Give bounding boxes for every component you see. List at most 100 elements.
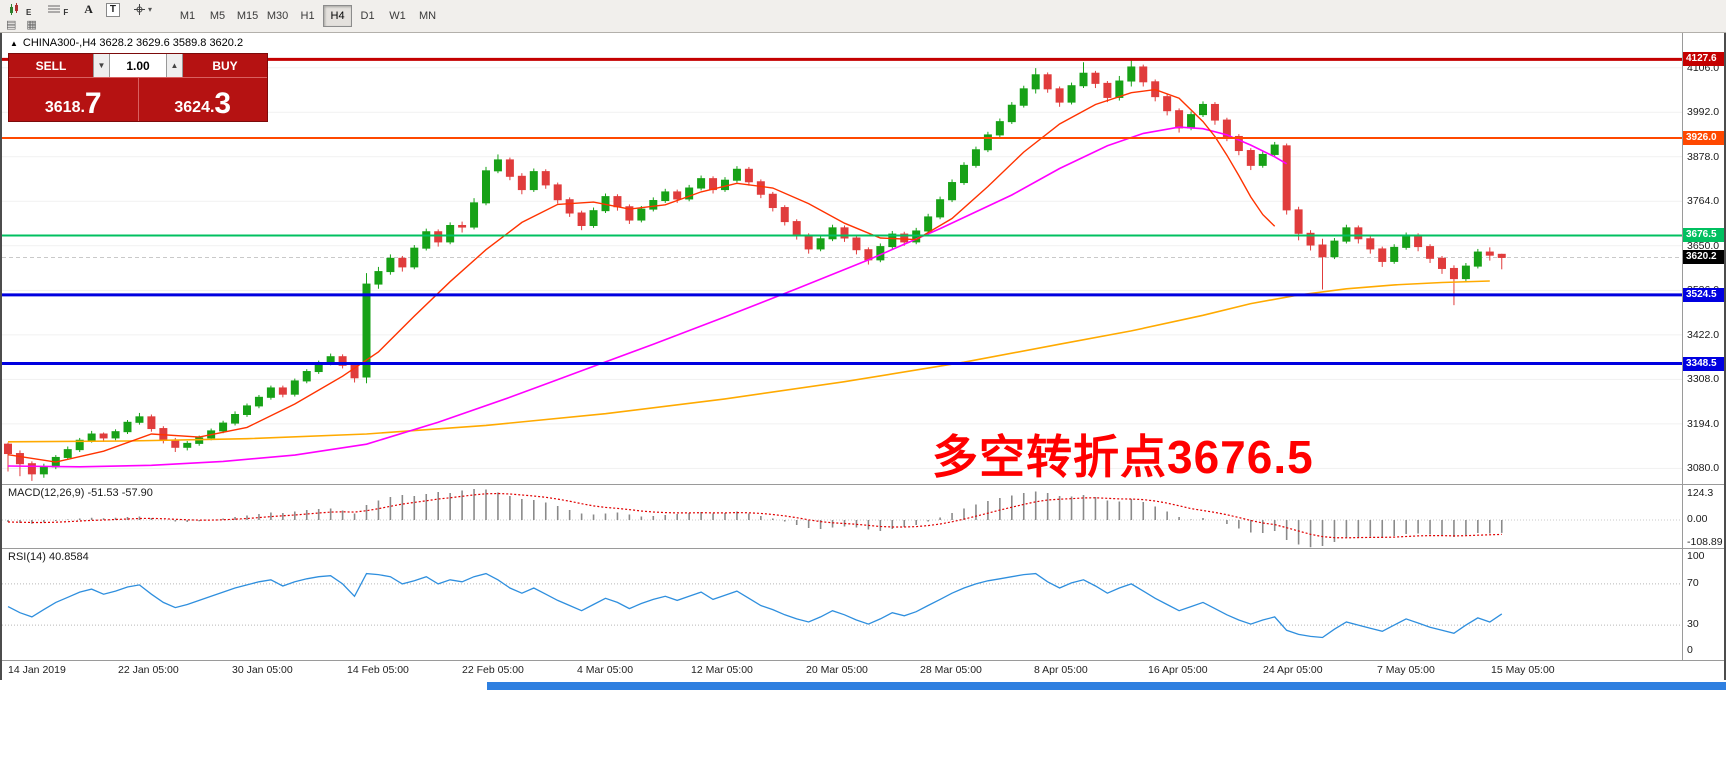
x-axis-label: 22 Jan 05:00	[118, 664, 179, 676]
toolbar-icon-block: E F A T ▾	[0, 0, 159, 32]
price-level-tag: 3620.2	[1683, 250, 1724, 265]
x-axis-label: 4 Mar 05:00	[577, 664, 634, 676]
price-chart[interactable]	[2, 33, 1682, 484]
time-axis[interactable]: 14 Jan 2019 22 Jan 05:00 30 Jan 05:00 14 Fe…	[2, 660, 1724, 680]
symbol-info-bar: ▲ CHINA300-,H4 3628.2 3629.6 3589.8 3620…	[10, 37, 243, 49]
one-click-trading-panel: SELL ▼ ▲ BUY 3618. 7 3624. 3	[8, 53, 268, 122]
x-axis-label: 22 Feb 05:00	[462, 664, 524, 676]
rsi-axis-label: 30	[1687, 618, 1699, 630]
rsi-label: RSI(14) 40.8584	[8, 551, 89, 563]
price-chart-panel: 4106.03992.03878.03764.03650.03536.03422…	[2, 33, 1724, 484]
candlestick-glyph	[10, 3, 18, 15]
macd-chart[interactable]	[2, 485, 1682, 548]
timeframe-button-M1[interactable]: M1	[179, 10, 196, 22]
price-level-tag: 4127.6	[1683, 52, 1724, 67]
price-level-tag: 3676.5	[1683, 228, 1724, 243]
y-axis-tick: 3764.0	[1687, 195, 1720, 208]
macd-label: MACD(12,26,9) -51.53 -57.90	[8, 487, 153, 499]
y-axis-tick: 3194.0	[1687, 417, 1720, 430]
icon-sub-label: F	[63, 8, 69, 17]
x-axis-label: 12 Mar 05:00	[691, 664, 753, 676]
icon-sub-label: E	[26, 8, 32, 17]
x-axis-label: 28 Mar 05:00	[920, 664, 982, 676]
buy-button[interactable]: BUY	[183, 54, 267, 77]
macd-axis-label: -108.89	[1687, 536, 1723, 548]
sell-price-display[interactable]: 3618. 7	[9, 78, 138, 121]
x-axis-label: 14 Jan 2019	[8, 664, 66, 676]
rsi-panel: 100 70 30 0 RSI(14) 40.8584	[2, 548, 1724, 660]
chart-window: 4106.03992.03878.03764.03650.03536.03422…	[0, 33, 1726, 680]
sell-button[interactable]: SELL	[9, 54, 93, 77]
sell-price-main: 3618.	[44, 99, 85, 116]
buy-price-display[interactable]: 3624. 3	[137, 78, 268, 121]
background-window-titlebar[interactable]	[487, 682, 1726, 690]
x-axis-label: 8 Apr 05:00	[1034, 664, 1088, 676]
x-axis-label: 24 Apr 05:00	[1263, 664, 1323, 676]
timeframe-button-M5[interactable]: M5	[209, 10, 226, 22]
macd-axis-label: 0.00	[1687, 513, 1708, 525]
text-box-icon[interactable]: T	[105, 2, 121, 17]
x-axis-label: 15 May 05:00	[1491, 664, 1555, 676]
toolbar: E F A T ▾	[0, 0, 1726, 33]
timeframe-button-M15[interactable]: M15	[236, 10, 259, 22]
y-axis-tick: 3422.0	[1687, 328, 1720, 341]
candles-layer	[4, 59, 1506, 481]
macd-signal-line	[7, 492, 1502, 539]
window-grid-icon[interactable]: ▦	[26, 19, 37, 31]
moving-average-ma-fast[interactable]	[7, 88, 1276, 463]
price-level-tag: 3524.5	[1683, 287, 1724, 302]
timeframe-button-W1[interactable]: W1	[389, 10, 406, 22]
crosshair-glyph	[134, 4, 146, 15]
volume-field-wrap	[110, 54, 166, 77]
timeframe-button-D1[interactable]: D1	[360, 10, 375, 22]
candlestick-chart-icon[interactable]: E	[6, 2, 34, 17]
timeframe-button-MN[interactable]: MN	[418, 10, 437, 22]
macd-axis: 124.3 0.00 -108.89	[1682, 485, 1724, 548]
x-axis-label: 30 Jan 05:00	[232, 664, 293, 676]
rsi-chart[interactable]	[2, 549, 1682, 660]
rsi-axis-label: 0	[1687, 644, 1693, 656]
x-axis-label: 20 Mar 05:00	[806, 664, 868, 676]
y-axis-tick: 3650.0	[1687, 239, 1720, 252]
x-axis-label: 16 Apr 05:00	[1148, 664, 1208, 676]
lines-glyph	[48, 5, 61, 13]
macd-panel: 124.3 0.00 -108.89 MACD(12,26,9) -51.53 -5…	[2, 484, 1724, 548]
volume-input[interactable]	[110, 54, 166, 77]
desktop-background	[0, 680, 1726, 754]
rsi-line	[7, 572, 1503, 639]
chevron-down-icon: ▾	[148, 5, 153, 14]
timeframe-button-H4[interactable]: H4	[323, 5, 353, 27]
sell-price-big-digit: 7	[84, 87, 102, 120]
x-axis-label: 7 May 05:00	[1377, 664, 1435, 676]
timeframe-button-H1[interactable]: H1	[300, 10, 315, 22]
annotation-text: 多空转折点3676.5	[932, 431, 1314, 483]
price-level-tag: 3348.5	[1683, 356, 1724, 371]
x-axis-label: 14 Feb 05:00	[347, 664, 409, 676]
volume-increase-button[interactable]: ▲	[166, 54, 183, 77]
macd-histogram	[7, 489, 1503, 548]
y-axis-tick: 3308.0	[1687, 373, 1720, 386]
indicator-lines-icon[interactable]: F	[44, 2, 71, 17]
buy-price-big-digit: 3	[214, 87, 232, 120]
timeframe-button-M30[interactable]: M30	[266, 10, 289, 22]
macd-axis-label: 124.3	[1687, 487, 1714, 499]
moving-average-ma-slow[interactable]	[7, 126, 1288, 468]
price-level-tag: 3926.0	[1683, 131, 1724, 146]
text-annotation-icon[interactable]: A	[84, 2, 93, 16]
rsi-axis-label: 70	[1687, 577, 1699, 589]
timeframe-group: M1 M5 M15 M30 H1 H4 D1 W1 MN	[173, 0, 442, 32]
crosshair-tool-icon[interactable]: ▾	[130, 2, 155, 17]
price-axis: 4106.03992.03878.03764.03650.03536.03422…	[1682, 33, 1724, 484]
moving-average-ma-long[interactable]	[7, 280, 1490, 443]
y-axis-tick: 3080.0	[1687, 462, 1720, 475]
rsi-axis: 100 70 30 0	[1682, 549, 1724, 660]
y-axis-tick: 3878.0	[1687, 150, 1720, 163]
buy-price-main: 3624.	[174, 99, 215, 116]
window-layout-icon[interactable]: ▤	[6, 19, 17, 31]
symbol-ohlc-text: CHINA300-,H4 3628.2 3629.6 3589.8 3620.2	[22, 37, 244, 49]
y-axis-tick: 3992.0	[1687, 106, 1720, 119]
one-click-panel-toggle-icon[interactable]: ▲	[10, 38, 18, 48]
volume-decrease-button[interactable]: ▼	[93, 54, 110, 77]
rsi-axis-label: 100	[1687, 550, 1705, 562]
